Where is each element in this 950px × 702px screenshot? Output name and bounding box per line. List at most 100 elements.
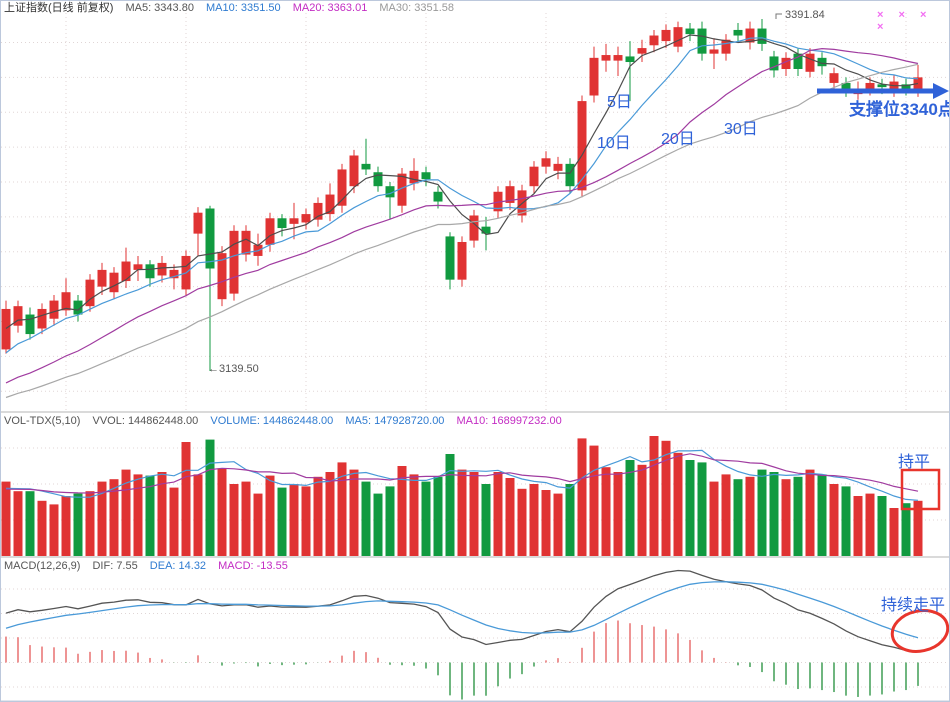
volume-bar	[625, 460, 635, 556]
candle-body	[193, 212, 203, 234]
ma20-value: MA20: 3363.01	[292, 2, 368, 14]
macd-value: MACD: -13.55	[218, 560, 288, 572]
volume-bar	[253, 493, 263, 556]
candle-body	[301, 214, 311, 223]
volume-bar	[901, 503, 911, 556]
instrument-title: 上证指数(日线 前复权)	[4, 2, 114, 14]
volume-bar	[13, 491, 23, 556]
volume-bar	[229, 484, 239, 556]
volume-bar	[853, 496, 863, 556]
candle-body	[469, 215, 479, 241]
volume-bar	[361, 481, 371, 556]
candle-body	[121, 261, 131, 282]
volume-bar	[121, 469, 131, 556]
price-ma5-line	[5, 34, 919, 329]
candle-body	[637, 48, 647, 54]
candle-body	[409, 170, 419, 184]
volume-ma5-value: MA5: 147928720.00	[345, 415, 445, 427]
volume-bar	[205, 439, 215, 556]
candle-body	[217, 253, 227, 300]
candle-body	[49, 300, 59, 319]
volume-ma-line	[5, 449, 919, 501]
volume-bar	[697, 462, 707, 556]
candle-body	[553, 163, 563, 171]
volume-bar	[469, 472, 479, 556]
candle-body	[661, 29, 671, 42]
candle-body	[601, 55, 611, 61]
candle-body	[241, 230, 251, 255]
candle-body	[61, 292, 71, 311]
volume-bar	[709, 481, 719, 556]
candle-body	[349, 155, 359, 187]
candle-body	[457, 241, 467, 280]
volume-bar	[289, 484, 299, 556]
macd-indicator-title: MACD(12,26,9)	[4, 560, 81, 572]
volume-bar	[541, 490, 551, 556]
candle-body	[73, 300, 83, 315]
main-chart-header: 上证指数(日线 前复权) MA5: 3343.80 MA10: 3351.50 …	[4, 2, 463, 14]
candle-body	[1, 308, 11, 350]
volume-bar	[649, 436, 659, 556]
candle-body	[169, 269, 179, 279]
candle-body	[25, 314, 35, 335]
volume-bar	[385, 486, 395, 556]
volume-bar	[505, 478, 515, 556]
price-ma10-line	[5, 37, 919, 354]
volume-bar	[337, 462, 347, 556]
ma30-value: MA30: 3351.58	[379, 2, 455, 14]
volume-bar	[877, 496, 887, 556]
candle-body	[913, 77, 923, 89]
ma5-value: MA5: 3343.80	[125, 2, 194, 14]
candle-body	[733, 29, 743, 36]
volume-bar	[445, 454, 455, 556]
support-arrow-head-icon	[933, 83, 949, 99]
volume-bar	[745, 476, 755, 556]
candle-body	[13, 306, 23, 326]
candle-body	[505, 186, 515, 203]
candle-body	[901, 84, 911, 89]
volume-bar	[769, 472, 779, 556]
candle-body	[649, 35, 659, 46]
volume-bar	[409, 474, 419, 556]
volume-bar	[493, 472, 503, 556]
volume-bar	[301, 486, 311, 556]
volume-bar	[97, 481, 107, 556]
volume-bar	[805, 469, 815, 556]
volume-bar	[577, 438, 587, 556]
volume-bar	[757, 469, 767, 556]
volume-bar	[433, 476, 443, 556]
vvol-value: VVOL: 144862448.00	[92, 415, 199, 427]
chart-plot-layer	[1, 13, 949, 700]
macd-panel-header: MACD(12,26,9) DIF: 7.55 DEA: 14.32 MACD:…	[4, 560, 297, 572]
volume-bar	[865, 493, 875, 556]
volume-bar	[841, 486, 851, 556]
candle-body	[625, 56, 635, 63]
volume-bar	[673, 452, 683, 556]
candle-body	[745, 28, 755, 43]
candle-body	[37, 308, 47, 329]
volume-bar	[685, 460, 695, 556]
volume-bar	[793, 476, 803, 556]
high-pointer-icon	[775, 13, 782, 19]
volume-indicator-title: VOL-TDX(5,10)	[4, 415, 81, 427]
volume-panel-header: VOL-TDX(5,10) VVOL: 144862448.00 VOLUME:…	[4, 415, 571, 427]
volume-bar	[529, 484, 539, 556]
volume-bar	[277, 487, 287, 556]
ma10-value: MA10: 3351.50	[206, 2, 281, 14]
candle-body	[421, 172, 431, 180]
volume-bar	[193, 474, 203, 556]
candle-body	[613, 55, 623, 61]
candle-body	[769, 56, 779, 71]
candle-body	[709, 49, 719, 54]
volume-bar	[157, 472, 167, 556]
candle-body	[205, 208, 215, 269]
volume-bar	[61, 496, 71, 556]
candle-body	[289, 218, 299, 224]
candle-body	[265, 218, 275, 245]
candle-body	[721, 39, 731, 54]
candle-body	[841, 82, 851, 89]
dea-line	[5, 581, 919, 639]
volume-bar	[73, 493, 83, 556]
